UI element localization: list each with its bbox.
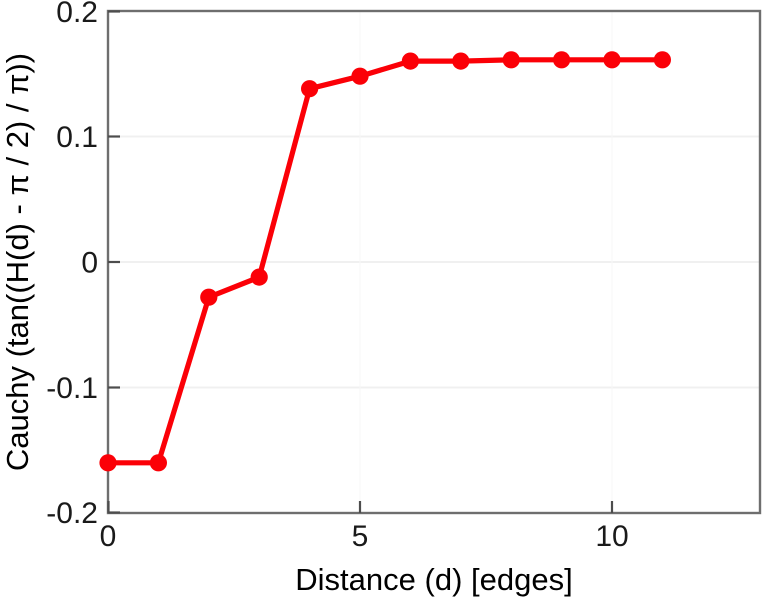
data-point-d10 xyxy=(603,51,621,69)
ytick-label--0.1: -0.1 xyxy=(46,372,98,405)
ytick-label--0.2: -0.2 xyxy=(46,497,98,530)
xtick-label-5: 5 xyxy=(352,520,369,553)
xtick-labels: 0 5 10 xyxy=(100,520,629,553)
y-axis-title: Cauchy (tan((H(d) - π / 2) / π)) xyxy=(0,53,35,471)
data-point-d4 xyxy=(301,80,319,98)
gridlines-x xyxy=(359,11,613,513)
ytick-labels: 0.2 0.1 0 -0.1 -0.2 xyxy=(46,0,98,530)
data-markers xyxy=(99,51,672,472)
data-point-d7 xyxy=(452,52,470,70)
data-point-d2 xyxy=(200,288,218,306)
xticks xyxy=(107,501,614,513)
x-axis-title: Distance (d) [edges] xyxy=(295,562,572,597)
xtick-label-0: 0 xyxy=(100,520,117,553)
data-point-d9 xyxy=(553,51,571,69)
data-point-d11 xyxy=(653,51,672,69)
data-point-d0 xyxy=(99,454,117,472)
data-point-d1 xyxy=(149,454,167,472)
ytick-label-0: 0 xyxy=(81,247,98,280)
yticks xyxy=(108,10,120,514)
data-point-d8 xyxy=(502,51,520,69)
data-point-d6 xyxy=(401,52,419,70)
gridlines-y xyxy=(108,135,760,389)
data-point-d3 xyxy=(250,268,268,286)
xtick-label-10: 10 xyxy=(595,520,628,553)
ytick-label-0.2: 0.2 xyxy=(56,0,98,29)
ytick-label-0.1: 0.1 xyxy=(56,121,98,154)
data-point-d5 xyxy=(351,67,369,85)
